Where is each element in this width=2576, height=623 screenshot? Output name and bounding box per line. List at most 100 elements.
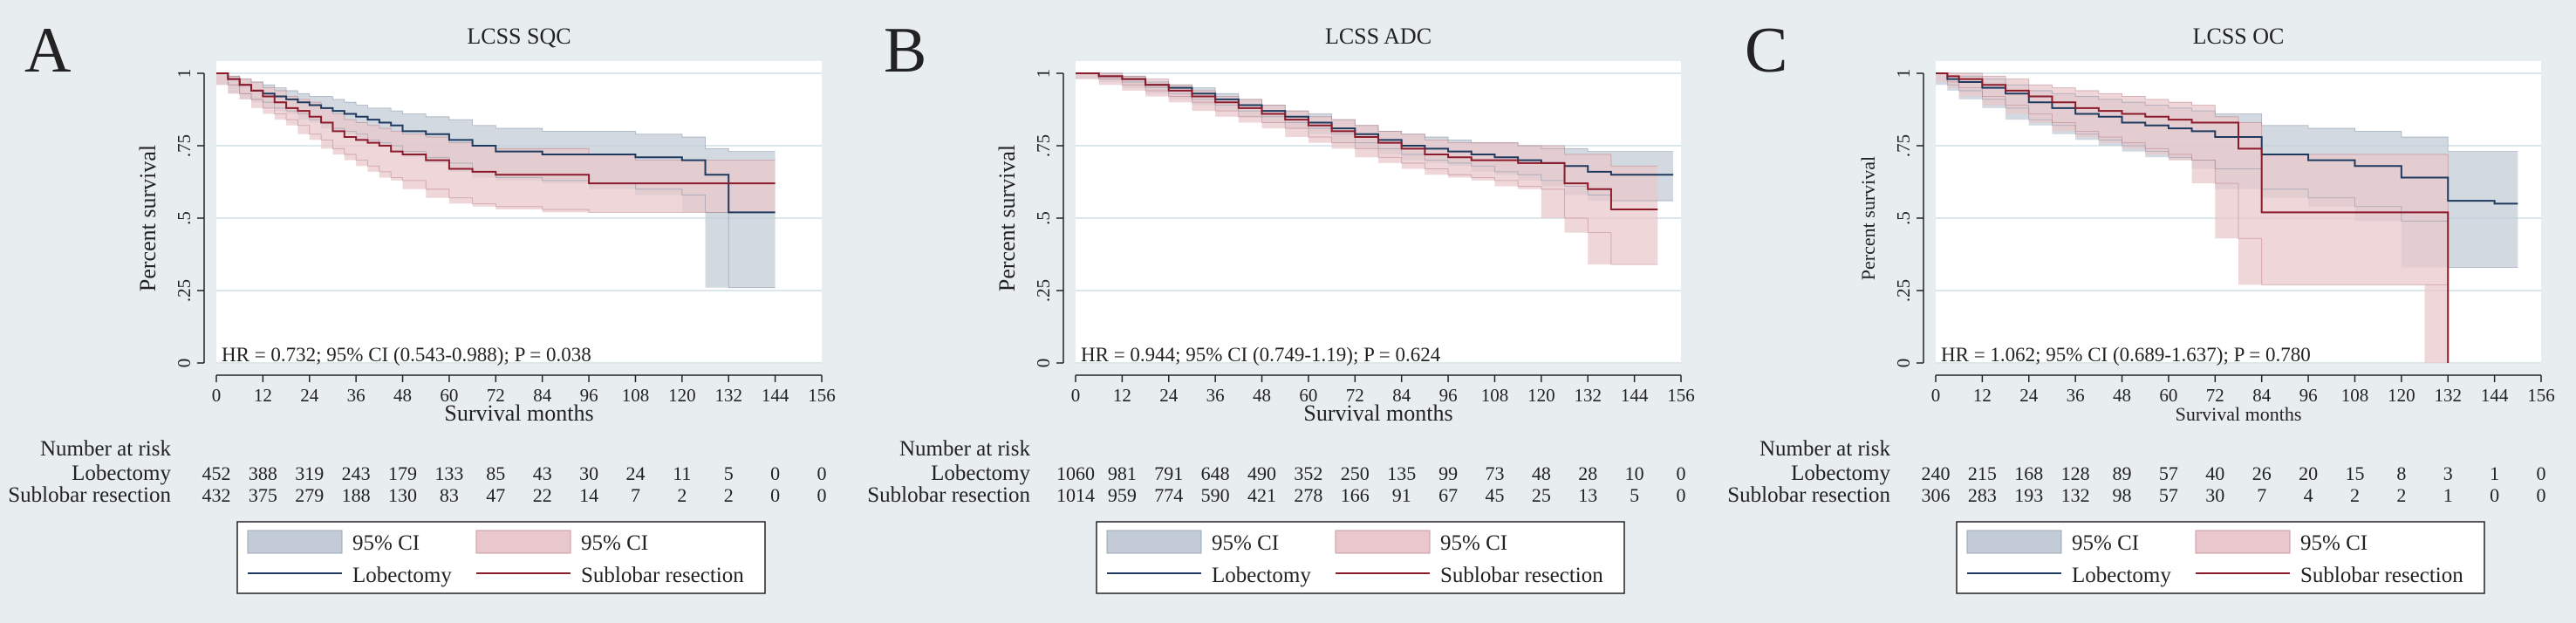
x-tick-label: 36 bbox=[1206, 385, 1225, 406]
x-tick-label: 48 bbox=[2113, 385, 2131, 406]
ci-band-sublobar bbox=[1076, 73, 1658, 265]
legend-label-sublobar: Sublobar resection bbox=[2300, 564, 2463, 587]
risk-count: 57 bbox=[2159, 462, 2178, 484]
legend-label-ci-lobectomy: 95% CI bbox=[1212, 531, 1279, 555]
risk-count: 243 bbox=[342, 462, 371, 484]
survival-line-sublobar bbox=[1076, 72, 1658, 211]
survival-line-sublobar bbox=[216, 72, 776, 185]
x-tick-label: 96 bbox=[580, 385, 598, 406]
risk-count: 5 bbox=[1630, 484, 1639, 506]
ci-band-sublobar bbox=[216, 73, 776, 213]
y-tick-label: 0 bbox=[174, 359, 195, 368]
risk-count: 8 bbox=[2396, 462, 2406, 484]
risk-count: 99 bbox=[1438, 462, 1458, 484]
risk-count: 1060 bbox=[1056, 462, 1095, 484]
risk-count: 67 bbox=[1438, 484, 1458, 506]
risk-count: 30 bbox=[579, 462, 598, 484]
legend-swatch-sublobar-ci bbox=[1335, 530, 1431, 554]
risk-count: 1 bbox=[2490, 462, 2499, 484]
ci-edge-sublobar-lower bbox=[1936, 72, 2449, 363]
risk-count: 130 bbox=[388, 484, 417, 506]
survival-line-lobectomy bbox=[216, 72, 776, 214]
risk-count: 5 bbox=[724, 462, 734, 484]
risk-count: 179 bbox=[388, 462, 417, 484]
risk-count: 0 bbox=[1677, 484, 1686, 506]
y-tick-label: .75 bbox=[1033, 134, 1054, 157]
risk-count: 22 bbox=[533, 484, 552, 506]
x-tick-label: 12 bbox=[254, 385, 272, 406]
risk-count: 25 bbox=[1532, 484, 1551, 506]
ci-edge-sublobar-lower bbox=[216, 72, 776, 213]
risk-count: 20 bbox=[2299, 462, 2318, 484]
risk-count: 128 bbox=[2061, 462, 2090, 484]
legend-label-sublobar: Sublobar resection bbox=[581, 564, 744, 587]
x-tick-label: 132 bbox=[714, 385, 742, 406]
legend-label-ci-sublobar: 95% CI bbox=[581, 531, 648, 555]
risk-count: 7 bbox=[2257, 484, 2266, 506]
risk-count: 648 bbox=[1201, 462, 1230, 484]
risk-row-label: Lobectomy bbox=[931, 462, 1030, 485]
chart-title: LCSS SQC bbox=[467, 24, 571, 49]
risk-count: 283 bbox=[1968, 484, 1997, 506]
risk-count: 3 bbox=[2443, 462, 2453, 484]
x-tick-label: 96 bbox=[1439, 385, 1458, 406]
x-tick-label: 108 bbox=[1481, 385, 1509, 406]
risk-count: 0 bbox=[2490, 484, 2499, 506]
x-tick-label: 12 bbox=[1113, 385, 1131, 406]
risk-count: 28 bbox=[1578, 462, 1597, 484]
risk-table-title: Number at risk bbox=[40, 437, 171, 461]
x-tick-label: 0 bbox=[1071, 385, 1081, 406]
legend-swatch-sublobar-ci bbox=[475, 530, 571, 554]
chart-title: LCSS OC bbox=[2193, 24, 2285, 49]
risk-count: 319 bbox=[295, 462, 324, 484]
risk-count: 91 bbox=[1392, 484, 1411, 506]
legend-swatch-lobectomy-ci bbox=[1966, 530, 2062, 554]
y-tick-label: .5 bbox=[174, 211, 195, 225]
hr-annotation: HR = 1.062; 95% CI (0.689-1.637); P = 0.… bbox=[1941, 344, 2311, 366]
x-tick-label: 156 bbox=[1667, 385, 1695, 406]
x-tick-label: 156 bbox=[808, 385, 836, 406]
legend-label-ci-lobectomy: 95% CI bbox=[352, 531, 420, 555]
y-tick-label: .25 bbox=[1033, 279, 1054, 302]
risk-count: 132 bbox=[2061, 484, 2090, 506]
x-tick-label: 60 bbox=[1299, 385, 1317, 406]
x-tick-label: 144 bbox=[762, 385, 789, 406]
ci-edge-lobectomy-lower bbox=[1076, 72, 1674, 202]
x-tick-label: 24 bbox=[1159, 385, 1179, 406]
risk-count: 7 bbox=[631, 484, 640, 506]
risk-count: 11 bbox=[673, 462, 691, 484]
x-tick-label: 0 bbox=[212, 385, 222, 406]
x-tick-label: 84 bbox=[533, 385, 552, 406]
risk-count: 774 bbox=[1154, 484, 1183, 506]
x-tick-label: 72 bbox=[1346, 385, 1364, 406]
risk-count: 73 bbox=[1485, 462, 1504, 484]
risk-count: 590 bbox=[1201, 484, 1230, 506]
risk-table-title: Number at risk bbox=[1759, 437, 1890, 461]
risk-count: 250 bbox=[1341, 462, 1370, 484]
legend-swatch-lobectomy-ci bbox=[1106, 530, 1202, 554]
risk-count: 0 bbox=[2537, 484, 2546, 506]
risk-count: 959 bbox=[1108, 484, 1137, 506]
risk-row-label: Lobectomy bbox=[1791, 462, 1890, 485]
risk-count: 14 bbox=[579, 484, 598, 506]
legend-label-sublobar: Sublobar resection bbox=[1440, 564, 1603, 587]
risk-count: 421 bbox=[1247, 484, 1276, 506]
risk-count: 432 bbox=[202, 484, 231, 506]
x-tick-label: 48 bbox=[1253, 385, 1271, 406]
x-axis-label: Survival months bbox=[1303, 400, 1452, 426]
x-axis-label: Survival months bbox=[444, 400, 593, 426]
risk-row-label: Sublobar resection bbox=[867, 483, 1030, 507]
x-tick-label: 84 bbox=[2252, 385, 2272, 406]
risk-count: 1 bbox=[2443, 484, 2453, 506]
risk-count: 166 bbox=[1341, 484, 1370, 506]
hr-annotation: HR = 0.732; 95% CI (0.543-0.988); P = 0.… bbox=[222, 344, 591, 366]
risk-count: 388 bbox=[249, 462, 277, 484]
x-tick-label: 108 bbox=[2341, 385, 2369, 406]
legend-label-ci-sublobar: 95% CI bbox=[1440, 531, 1507, 555]
risk-count: 85 bbox=[486, 462, 505, 484]
risk-count: 452 bbox=[202, 462, 231, 484]
risk-count: 13 bbox=[1578, 484, 1597, 506]
x-tick-label: 156 bbox=[2527, 385, 2555, 406]
x-tick-label: 48 bbox=[393, 385, 412, 406]
